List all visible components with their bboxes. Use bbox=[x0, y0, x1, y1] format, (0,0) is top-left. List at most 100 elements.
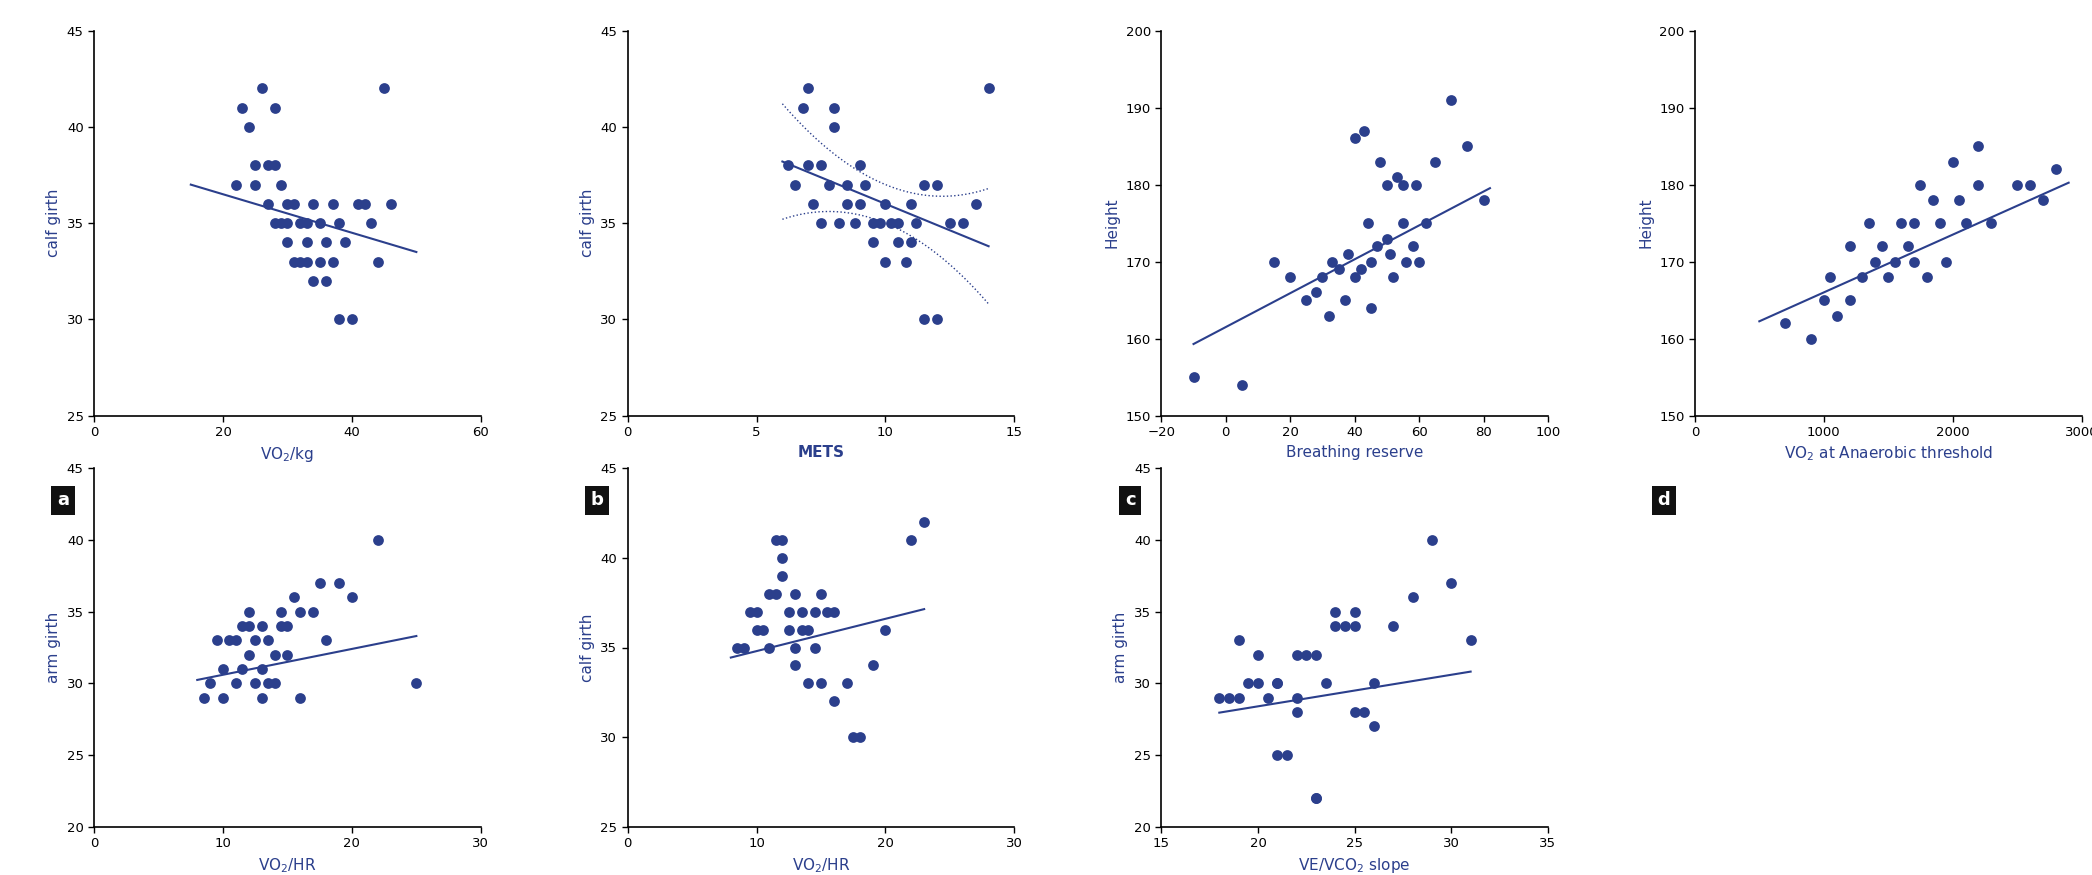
Point bbox=[335, 312, 368, 326]
Point bbox=[812, 178, 845, 192]
Point bbox=[1879, 255, 1912, 269]
Point bbox=[1381, 170, 1414, 184]
Point bbox=[1289, 648, 1322, 662]
Point bbox=[1941, 193, 1975, 207]
Point bbox=[818, 101, 851, 115]
Y-axis label: calf girth: calf girth bbox=[579, 189, 594, 257]
Point bbox=[285, 255, 318, 269]
Point bbox=[1318, 619, 1351, 633]
Text: d: d bbox=[1657, 492, 1669, 509]
Point bbox=[1897, 216, 1931, 230]
Point bbox=[1354, 301, 1387, 315]
Point bbox=[787, 101, 820, 115]
Y-axis label: arm girth: arm girth bbox=[1113, 612, 1128, 683]
Point bbox=[238, 158, 272, 172]
Point bbox=[818, 695, 851, 709]
Point bbox=[322, 312, 356, 326]
Point bbox=[220, 634, 253, 648]
Point bbox=[1768, 316, 1801, 330]
X-axis label: VO$_2$/HR: VO$_2$/HR bbox=[793, 856, 849, 874]
Point bbox=[1358, 676, 1391, 690]
Point bbox=[245, 662, 278, 676]
Point bbox=[1814, 270, 1847, 284]
Point bbox=[908, 312, 941, 326]
Point bbox=[310, 634, 343, 648]
Point bbox=[2040, 162, 2073, 176]
Point bbox=[818, 605, 851, 619]
Point bbox=[1261, 676, 1295, 690]
Point bbox=[759, 533, 793, 547]
Point bbox=[238, 178, 272, 192]
X-axis label: METS: METS bbox=[797, 444, 845, 459]
Point bbox=[1339, 605, 1372, 619]
Point bbox=[257, 216, 291, 230]
Point bbox=[1318, 605, 1351, 619]
Point bbox=[1904, 178, 1937, 192]
Point bbox=[837, 730, 870, 744]
Point bbox=[1962, 139, 1996, 153]
Point bbox=[1211, 690, 1245, 704]
Point bbox=[201, 634, 234, 648]
Point bbox=[1872, 270, 1906, 284]
Point bbox=[1418, 155, 1452, 169]
Point bbox=[881, 235, 914, 249]
Point bbox=[328, 235, 362, 249]
Point bbox=[831, 676, 864, 690]
Text: a: a bbox=[56, 492, 69, 509]
Point bbox=[232, 619, 266, 633]
Point bbox=[1299, 285, 1333, 299]
Point bbox=[803, 158, 837, 172]
Point bbox=[920, 178, 954, 192]
Point bbox=[1923, 216, 1956, 230]
Point bbox=[192, 676, 226, 690]
Point bbox=[772, 605, 805, 619]
Point bbox=[784, 605, 818, 619]
Point bbox=[354, 216, 387, 230]
Point bbox=[1370, 178, 1404, 192]
Point bbox=[797, 640, 831, 654]
Point bbox=[889, 255, 923, 269]
Point bbox=[1935, 155, 1969, 169]
Point bbox=[251, 197, 285, 211]
Point bbox=[1280, 705, 1314, 719]
Point bbox=[1261, 676, 1295, 690]
Point bbox=[310, 274, 343, 288]
Point bbox=[270, 216, 303, 230]
Point bbox=[341, 197, 374, 211]
Point bbox=[843, 730, 877, 744]
Point bbox=[1395, 239, 1429, 253]
Point bbox=[1280, 648, 1314, 662]
Y-axis label: calf girth: calf girth bbox=[579, 613, 594, 682]
Point bbox=[207, 662, 241, 676]
Point bbox=[322, 576, 356, 590]
Point bbox=[1402, 255, 1435, 269]
Text: c: c bbox=[1125, 492, 1136, 509]
Point bbox=[291, 255, 324, 269]
Point bbox=[257, 158, 291, 172]
Point bbox=[1331, 247, 1364, 261]
Point bbox=[2013, 178, 2046, 192]
Point bbox=[264, 178, 297, 192]
Point bbox=[1339, 131, 1372, 145]
Point bbox=[310, 235, 343, 249]
Point bbox=[1389, 255, 1423, 269]
Point bbox=[1435, 93, 1469, 107]
Point bbox=[251, 676, 285, 690]
Point bbox=[226, 619, 259, 633]
Point bbox=[1241, 676, 1274, 690]
Point bbox=[847, 178, 881, 192]
Point bbox=[226, 101, 259, 115]
Point bbox=[1833, 293, 1866, 307]
Point bbox=[791, 81, 824, 95]
Point bbox=[843, 158, 877, 172]
Point bbox=[1833, 239, 1866, 253]
Point bbox=[1305, 270, 1339, 284]
Point bbox=[1257, 255, 1291, 269]
Point bbox=[322, 216, 356, 230]
Point bbox=[1339, 619, 1372, 633]
Point bbox=[1251, 690, 1284, 704]
Point bbox=[895, 197, 929, 211]
Point bbox=[791, 676, 824, 690]
Point bbox=[232, 605, 266, 619]
Point bbox=[251, 158, 285, 172]
